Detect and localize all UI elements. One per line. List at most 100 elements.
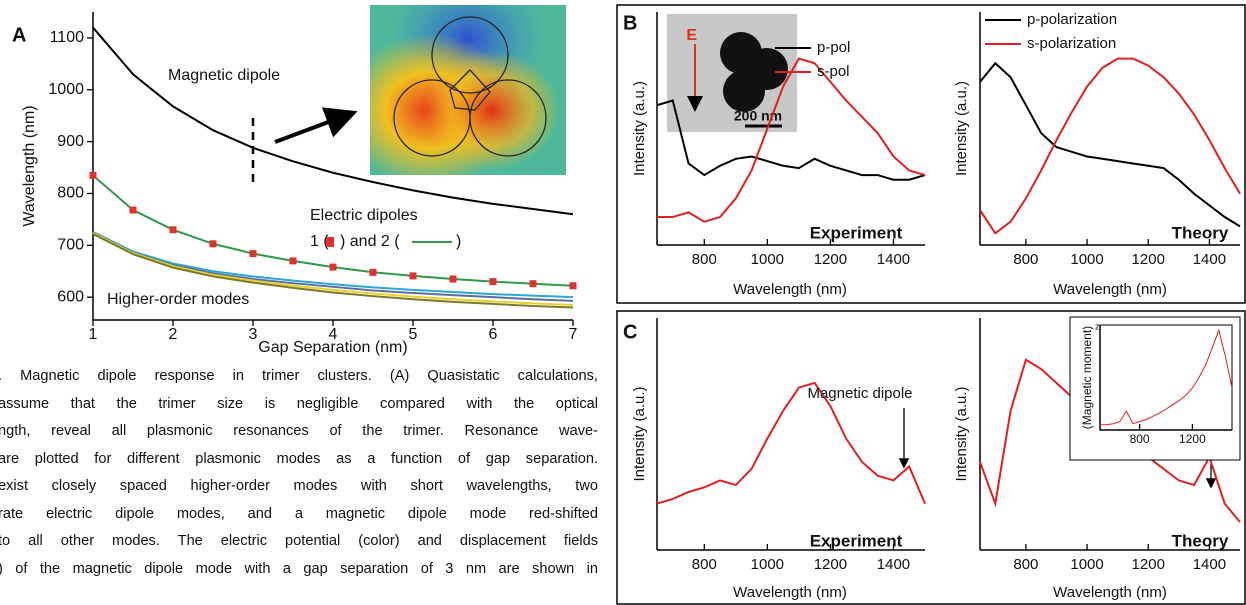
panel-label: B: [623, 12, 637, 34]
series-marker: [329, 263, 337, 271]
x-tick-label: 800: [692, 251, 717, 268]
x-axis-label: Wavelength (nm): [733, 584, 847, 601]
panel-c-frame: [616, 310, 1246, 605]
caption-line: exist closely spaced higher-order modes …: [0, 478, 598, 494]
legend-glyph: [326, 237, 334, 247]
x-tick-label: 800: [1130, 432, 1150, 446]
y-tick-label: 600: [57, 288, 84, 305]
x-tick-label: 3: [249, 326, 258, 343]
field-map-inset: [370, 5, 566, 175]
legend-label: p-polarization: [1027, 11, 1117, 28]
x-tick-label: 1200: [814, 556, 847, 573]
series-marker: [129, 206, 137, 214]
caption-line: ngth, reveal all plasmonic resonances of…: [0, 423, 598, 439]
inset-background: [1069, 316, 1241, 461]
annotation: ): [456, 233, 461, 250]
caption-line: rate electric dipole modes, and a magnet…: [0, 505, 598, 522]
inset-arrow: [274, 107, 358, 144]
x-tick-label: 1000: [751, 251, 784, 268]
field-label: E: [686, 27, 697, 44]
panel-label: A: [12, 24, 26, 46]
y-axis-label: Intensity (a.u.): [953, 81, 970, 176]
series-marker: [169, 226, 177, 234]
x-tick-label: 1: [89, 326, 98, 343]
series-marker: [209, 240, 217, 248]
series-marker: [529, 280, 537, 288]
series-marker: [489, 278, 497, 286]
x-tick-label: 5: [409, 326, 418, 343]
series-line: [1100, 328, 1233, 426]
annotation: ) and 2 (: [340, 233, 400, 250]
series-line: [92, 231, 574, 306]
annotation: Magnetic dipole: [807, 385, 912, 402]
x-tick-label: 7: [569, 326, 578, 343]
annotation: Higher-order modes: [107, 291, 249, 308]
series-line: [979, 61, 1241, 228]
chart-title: Experiment: [810, 531, 903, 550]
series-marker: [369, 268, 377, 276]
y-axis-label-subscript: z: [1095, 321, 1100, 331]
caption-line: to all other modes. The electric potenti…: [0, 533, 598, 549]
series-marker: [409, 272, 417, 280]
y-axis-label: Intensity (a.u.): [631, 81, 648, 176]
x-tick-label: 1000: [1070, 251, 1103, 268]
annotation: Electric dipoles: [310, 207, 418, 224]
chart-title: Theory: [1172, 223, 1229, 242]
plot-frame: [1099, 324, 1233, 431]
series-marker: [569, 282, 577, 290]
x-tick-label: 1400: [877, 251, 910, 268]
series-marker: [89, 171, 97, 179]
series-line: [92, 233, 574, 309]
y-axis-label: Wavelength (nm): [21, 105, 38, 226]
series-marker: [449, 275, 457, 283]
x-axis-label: Wavelength (nm): [1053, 281, 1167, 298]
series-line: [656, 381, 926, 505]
x-tick-label: 800: [1013, 556, 1038, 573]
annotation: Magnetic dipole: [168, 67, 280, 84]
y-tick-label: 700: [57, 237, 84, 254]
annotation: 1 (: [310, 233, 329, 250]
x-tick-label: 2: [169, 326, 178, 343]
y-tick-label: 800: [57, 185, 84, 202]
x-tick-label: 6: [489, 326, 498, 343]
x-tick-label: 800: [692, 556, 717, 573]
x-tick-label: 1200: [1132, 556, 1165, 573]
y-tick-label: 900: [57, 133, 84, 150]
caption-line: are plotted for different plasmonic mode…: [0, 450, 598, 467]
legend-label: s-polarization: [1027, 35, 1116, 52]
legend-label: p-pol: [817, 39, 850, 56]
x-tick-label: 1200: [1179, 432, 1206, 446]
panel-label: C: [623, 321, 637, 343]
chart-title: Theory: [1172, 531, 1229, 550]
x-tick-label: 1200: [814, 251, 847, 268]
panel-b-frame: [616, 4, 1246, 304]
x-tick-label: 1400: [1193, 556, 1226, 573]
x-tick-label: 1400: [1193, 251, 1226, 268]
x-axis-label: Gap Separation (nm): [258, 339, 407, 356]
caption-line: ) of the magnetic dipole mode with a gap…: [0, 560, 598, 577]
x-tick-label: 800: [1013, 251, 1038, 268]
series-marker: [289, 257, 297, 265]
chart-title: Experiment: [810, 223, 903, 242]
series-line: [92, 26, 574, 216]
y-tick-label: 1100: [50, 29, 85, 46]
y-axis-label: Intensity (a.u.): [953, 386, 970, 481]
x-axis-label: Wavelength (nm): [733, 281, 847, 298]
series-line: [656, 99, 926, 181]
caption-line: assume that the trimer size is negligibl…: [0, 395, 598, 412]
x-tick-label: 4: [329, 326, 338, 343]
caption-line: . Magnetic dipole response in trimer clu…: [0, 368, 598, 384]
legend-label: s-pol: [817, 63, 850, 80]
x-tick-label: 1000: [1070, 556, 1103, 573]
series-marker: [249, 250, 257, 258]
series-line: [92, 230, 574, 299]
y-axis-label: (Magnetic moment): [1080, 326, 1094, 429]
y-tick-label: 1000: [48, 81, 84, 98]
series-line: [979, 57, 1241, 235]
y-axis-label: Intensity (a.u.): [631, 386, 648, 481]
x-tick-label: 1200: [1132, 251, 1165, 268]
x-tick-label: 1400: [877, 556, 910, 573]
x-axis-label: Wavelength (nm): [1053, 584, 1167, 601]
